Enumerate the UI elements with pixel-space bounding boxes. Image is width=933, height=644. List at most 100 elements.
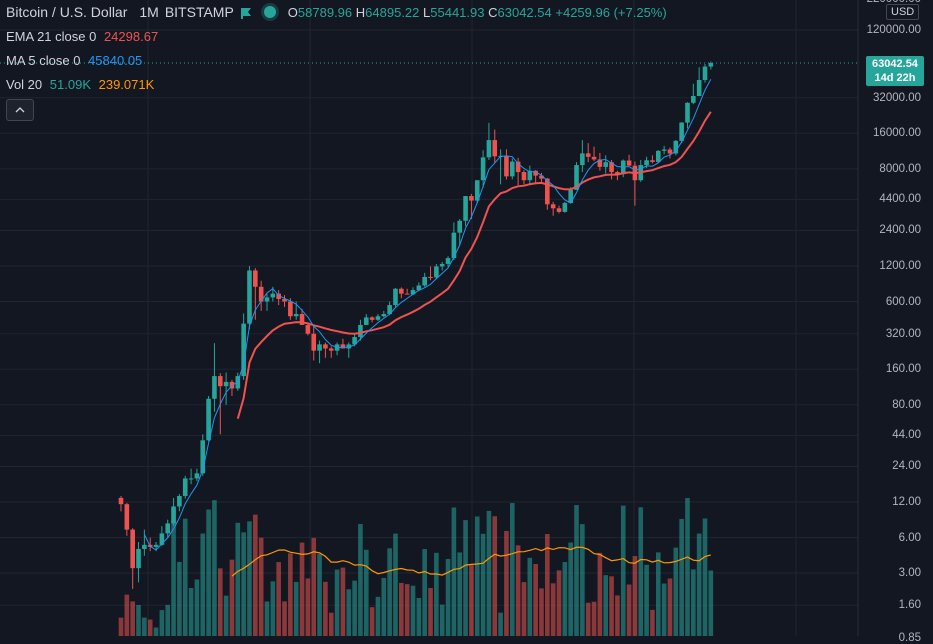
candle-body xyxy=(159,533,165,545)
volume-bar xyxy=(317,553,322,636)
volume-bar xyxy=(632,556,638,636)
volume-bar xyxy=(130,601,135,636)
candle-body xyxy=(212,376,217,399)
volume-bar xyxy=(416,597,422,636)
candle-body xyxy=(182,478,188,496)
candle-body xyxy=(515,161,521,173)
collapse-legend-button[interactable] xyxy=(6,99,34,121)
candle-body xyxy=(352,337,357,345)
volume-bar xyxy=(194,579,200,636)
candle-body xyxy=(363,317,369,325)
volume-bar xyxy=(562,562,568,636)
volume-bar xyxy=(299,542,305,636)
volume-bar xyxy=(451,507,457,636)
volume-bar xyxy=(270,581,276,636)
volume-ma-value: 239.071K xyxy=(98,77,155,92)
volume-bar xyxy=(428,588,433,636)
candle-body xyxy=(118,497,124,505)
volume-bar xyxy=(253,514,258,636)
candle-body xyxy=(130,529,135,569)
candle-body xyxy=(200,440,206,474)
volume-bar xyxy=(393,533,398,636)
price-tick-label: 3.00 xyxy=(898,567,921,580)
candle-body xyxy=(153,544,159,547)
volume-bar xyxy=(387,548,392,636)
open-value: 58789.96 xyxy=(297,4,353,20)
candle-body xyxy=(562,203,568,212)
candle-body xyxy=(486,140,492,158)
candle-body xyxy=(457,220,463,233)
ema-legend[interactable]: EMA 21 close 0 24298.67 xyxy=(6,29,158,44)
ma-legend[interactable]: MA 5 close 0 45840.05 xyxy=(6,53,142,68)
volume-bar xyxy=(147,619,153,636)
volume-label: Vol 20 xyxy=(6,77,43,92)
candle-body xyxy=(685,102,690,123)
volume-bar xyxy=(469,565,474,636)
candle-body xyxy=(509,161,515,177)
candle-body xyxy=(428,276,433,278)
candle-body xyxy=(206,398,211,441)
volume-bar xyxy=(247,521,252,636)
volume-bar xyxy=(340,567,346,636)
volume-bar xyxy=(165,604,171,636)
price-tick-label: 12.00 xyxy=(892,496,921,508)
candle-body xyxy=(369,317,375,320)
symbol-title[interactable]: Bitcoin / U.S. Dollar xyxy=(6,4,128,20)
ema-label: EMA 21 close 0 xyxy=(6,29,97,44)
market-status-icon xyxy=(263,6,276,18)
candle-body xyxy=(317,344,322,351)
volume-bar xyxy=(585,602,591,636)
volume-bar xyxy=(463,520,468,636)
candle-body xyxy=(165,523,171,534)
volume-bar xyxy=(574,505,579,636)
price-tick-label: 160.00 xyxy=(885,363,921,376)
volume-bar xyxy=(661,583,667,636)
candle-body xyxy=(504,155,509,177)
volume-bar xyxy=(171,508,176,636)
interval-label[interactable]: 1M xyxy=(139,4,159,20)
high-key: H xyxy=(355,4,366,20)
ema-value: 24298.67 xyxy=(103,29,159,44)
volume-bar xyxy=(293,581,299,636)
volume-legend[interactable]: Vol 20 51.09K 239.071K xyxy=(6,77,154,92)
candle-body xyxy=(217,376,223,387)
currency-label[interactable]: USD xyxy=(886,4,920,20)
volume-bar xyxy=(702,518,708,636)
volume-bar xyxy=(486,510,492,636)
candle-body xyxy=(305,324,311,334)
volume-bar xyxy=(667,578,673,636)
candle-body xyxy=(691,96,696,103)
candle-body xyxy=(644,160,649,166)
bar-countdown: 14d 22h xyxy=(874,72,916,84)
candle-body xyxy=(451,232,457,259)
volume-bar xyxy=(363,549,369,636)
price-tick-label: 4400.00 xyxy=(879,193,921,206)
price-tick-label: 6.00 xyxy=(898,531,921,544)
candle-body xyxy=(696,80,702,97)
volume-bar xyxy=(457,552,463,636)
volume-bar xyxy=(696,533,702,636)
flag-icon[interactable] xyxy=(240,6,252,19)
volume-bar xyxy=(153,627,159,636)
volume-bar xyxy=(691,569,696,636)
candle-body xyxy=(358,324,363,338)
candle-body xyxy=(679,122,684,141)
volume-bar xyxy=(305,578,311,636)
candle-body xyxy=(574,165,579,190)
ohlc-values: O58789.96 H64895.22 L55441.93 C63042.54 … xyxy=(288,5,667,20)
price-tick-label: 320.00 xyxy=(885,327,921,340)
candle-body xyxy=(399,288,404,294)
volume-bar xyxy=(539,588,544,636)
candle-body xyxy=(492,140,498,157)
candle-body xyxy=(194,473,200,479)
candle-body xyxy=(527,170,533,181)
volume-bar xyxy=(474,516,480,636)
candle-body xyxy=(136,548,141,569)
volume-bar xyxy=(142,617,147,636)
volume-bar xyxy=(229,559,235,636)
volume-bar xyxy=(323,581,328,636)
volume-bar xyxy=(638,507,644,636)
close-value: 63042.54 xyxy=(497,4,552,20)
candle-body xyxy=(171,506,176,524)
